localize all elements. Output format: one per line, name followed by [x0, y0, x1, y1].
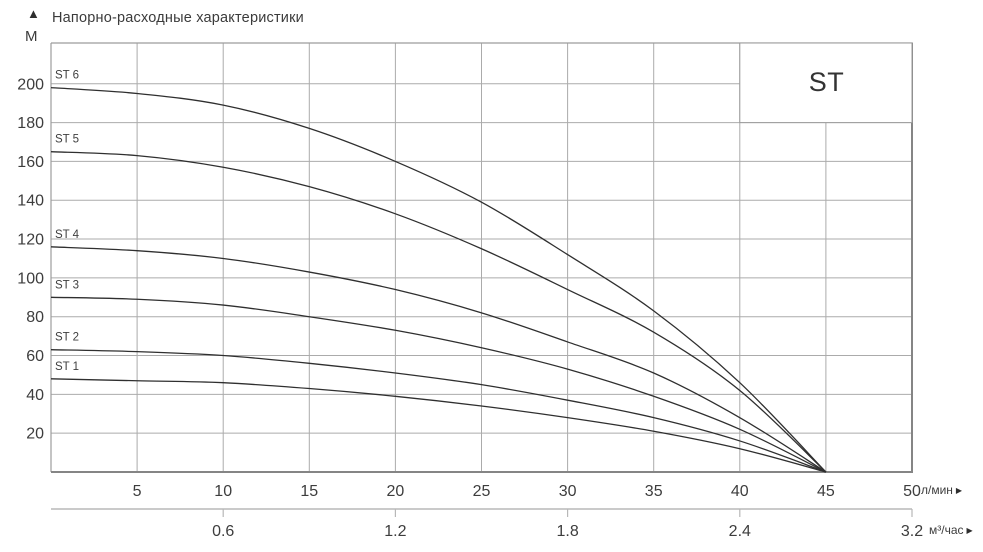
y-tick-label: 100 — [17, 270, 44, 287]
curve-label-st-2: ST 2 — [55, 332, 79, 344]
y-tick-label: 40 — [26, 387, 44, 404]
y-tick-label: 200 — [17, 76, 44, 93]
x-tick-label: 25 — [473, 483, 491, 500]
y-tick-label: 180 — [17, 115, 44, 132]
x-tick-label: 35 — [645, 483, 663, 500]
curve-st-3 — [50, 296, 827, 473]
curve-label-st-5: ST 5 — [55, 134, 79, 146]
x-axis-right-arrow-icon: ▶ — [955, 485, 963, 495]
x-tick-label: 20 — [387, 483, 405, 500]
curve-label-st-1: ST 1 — [55, 361, 79, 373]
series-box — [739, 42, 913, 124]
curve-st-6 — [50, 86, 827, 473]
x-tick-label: 50 — [903, 483, 921, 500]
curve-st-4 — [50, 246, 827, 473]
curve-label-st-4: ST 4 — [55, 229, 80, 241]
x2-tick-label: 3.2 — [901, 523, 923, 540]
y-tick-label: 160 — [17, 154, 44, 171]
x-axis-unit-label: л/мин ▶ — [921, 483, 962, 497]
x2-tick-label: 0.6 — [212, 523, 234, 540]
curve-label-st-3: ST 3 — [55, 279, 79, 291]
x2-axis-unit-text: м³/час — [929, 523, 964, 537]
x-tick-label: 40 — [731, 483, 749, 500]
curve-label-st-6: ST 6 — [55, 70, 79, 82]
x-tick-label: 30 — [559, 483, 577, 500]
y-tick-label: 20 — [26, 426, 44, 443]
x-tick-label: 45 — [817, 483, 835, 500]
x2-axis-right-arrow-icon: ▶ — [966, 525, 973, 535]
x2-tick-label: 1.8 — [556, 523, 578, 540]
x-tick-label: 10 — [214, 483, 232, 500]
y-axis-up-arrow-icon: ▲ — [27, 6, 40, 21]
x-axis-unit-text: л/мин — [921, 483, 953, 497]
x2-axis-unit-label: м³/час ▶ — [929, 523, 973, 537]
series-family-label: ST — [808, 67, 845, 97]
curve-st-1 — [50, 378, 827, 473]
y-tick-label: 140 — [17, 193, 44, 210]
curve-st-5 — [50, 151, 827, 473]
x2-tick-label: 2.4 — [729, 523, 751, 540]
x2-tick-label: 1.2 — [384, 523, 406, 540]
curve-st-2 — [50, 349, 827, 473]
x-tick-label: 5 — [133, 483, 142, 500]
y-tick-label: 120 — [17, 232, 44, 249]
y-tick-label: 60 — [26, 348, 44, 365]
chart-title: Напорно-расходные характеристики — [52, 10, 304, 26]
y-axis-unit-label: М — [25, 28, 38, 45]
y-tick-label: 80 — [26, 309, 44, 326]
x-tick-label: 15 — [300, 483, 318, 500]
